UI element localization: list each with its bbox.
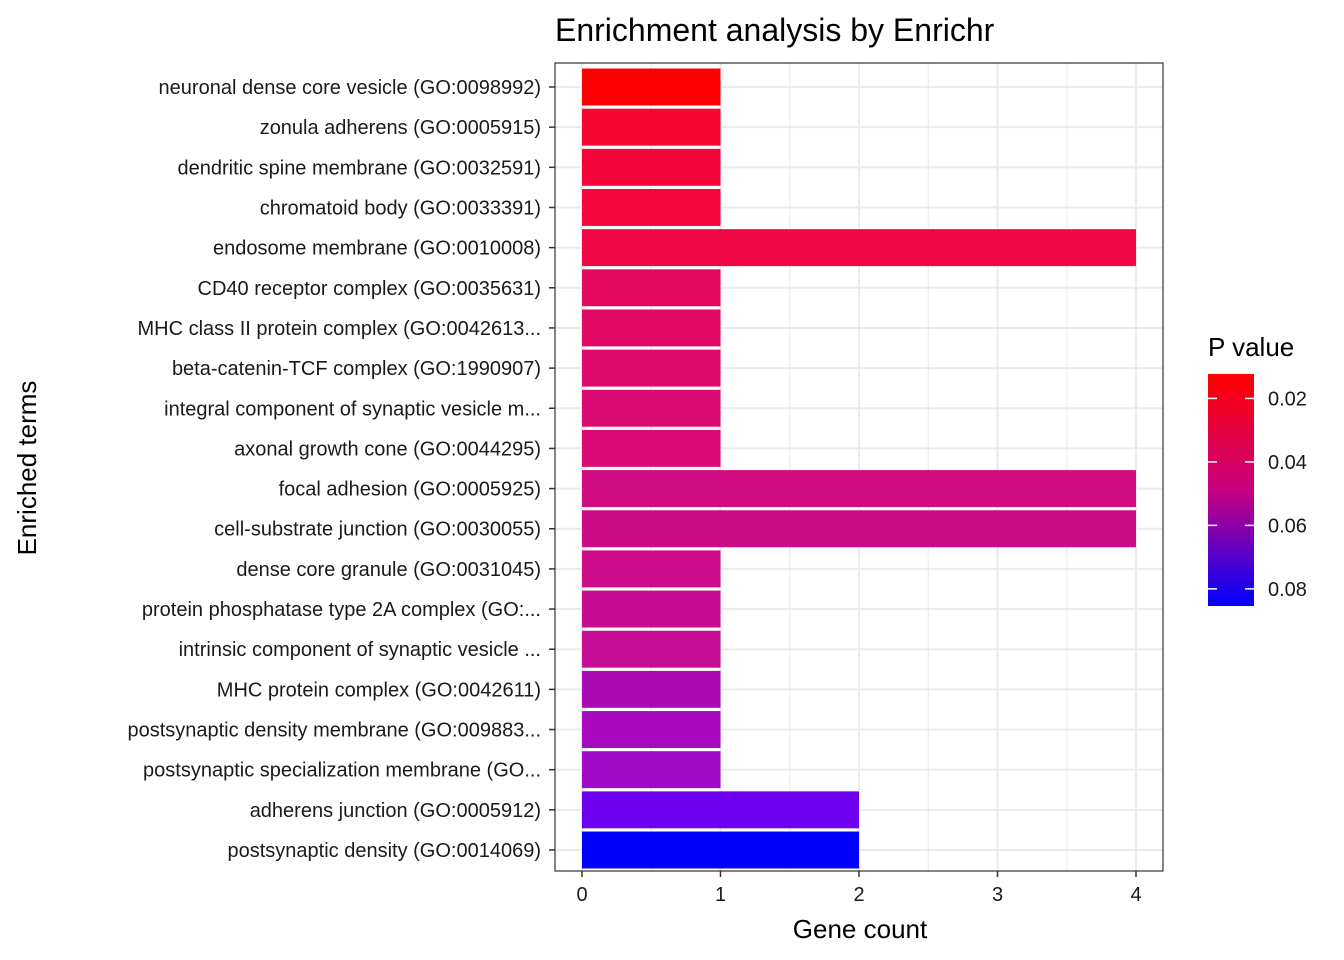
y-tick-label: postsynaptic density membrane (GO:009883… xyxy=(127,720,541,742)
legend-ticks: 0.02 0.04 0.06 0.08 xyxy=(1208,388,1307,601)
legend-tick-label: 0.06 xyxy=(1268,515,1307,537)
bar xyxy=(582,148,721,186)
p-value-legend: P value 0.02 0.04 0.06 0.08 xyxy=(1208,332,1307,606)
bars-group xyxy=(554,62,1164,872)
x-axis-title: Gene count xyxy=(793,914,928,944)
bar xyxy=(582,68,721,106)
y-tick-label: focal adhesion (GO:0005925) xyxy=(279,479,541,501)
legend-colorbar xyxy=(1208,374,1254,606)
y-tick-label: neuronal dense core vesicle (GO:0098992) xyxy=(159,77,541,99)
bar xyxy=(582,590,721,628)
bar xyxy=(582,550,721,588)
legend-tick-label: 0.04 xyxy=(1268,452,1307,474)
y-tick-label: postsynaptic specialization membrane (GO… xyxy=(143,760,541,782)
y-tick-labels: neuronal dense core vesicle (GO:0098992)… xyxy=(127,77,555,862)
y-tick-label: MHC class II protein complex (GO:0042613… xyxy=(138,318,542,340)
x-tick-label: 1 xyxy=(715,884,726,906)
y-tick-label: chromatoid body (GO:0033391) xyxy=(260,197,541,219)
legend-tick-label: 0.08 xyxy=(1268,579,1307,601)
bar xyxy=(582,670,721,708)
legend-title: P value xyxy=(1208,332,1294,362)
y-tick-label: dendritic spine membrane (GO:0032591) xyxy=(177,157,541,179)
x-tick-label: 0 xyxy=(576,884,587,906)
bar xyxy=(582,831,859,869)
bar xyxy=(582,269,721,307)
x-tick-labels: 0 1 2 3 4 xyxy=(576,871,1142,906)
bar xyxy=(582,470,1136,508)
y-tick-label: zonula adherens (GO:0005915) xyxy=(260,117,541,139)
x-tick-label: 2 xyxy=(853,884,864,906)
bar xyxy=(582,791,859,829)
y-tick-label: beta-catenin-TCF complex (GO:1990907) xyxy=(172,358,541,380)
bar xyxy=(582,429,721,467)
y-axis-title: Enriched terms xyxy=(12,381,42,556)
x-tick-label: 4 xyxy=(1130,884,1141,906)
bar xyxy=(582,711,721,748)
bar xyxy=(582,630,721,668)
y-tick-label: dense core granule (GO:0031045) xyxy=(236,559,541,581)
y-tick-label: cell-substrate junction (GO:0030055) xyxy=(214,519,541,541)
y-tick-label: intrinsic component of synaptic vesicle … xyxy=(179,639,541,661)
bar xyxy=(582,229,1136,267)
bar xyxy=(582,108,721,146)
bar xyxy=(582,389,721,427)
bar xyxy=(582,510,1136,548)
chart-title: Enrichment analysis by Enrichr xyxy=(555,12,995,48)
y-tick-label: adherens junction (GO:0005912) xyxy=(250,800,541,822)
bar xyxy=(582,309,721,347)
y-tick-label: protein phosphatase type 2A complex (GO:… xyxy=(142,599,541,621)
bar xyxy=(582,349,721,387)
y-tick-label: postsynaptic density (GO:0014069) xyxy=(227,840,541,862)
y-tick-label: CD40 receptor complex (GO:0035631) xyxy=(198,278,542,300)
bar xyxy=(582,189,721,226)
y-tick-label: axonal growth cone (GO:0044295) xyxy=(234,438,541,460)
bar xyxy=(582,751,721,789)
y-tick-label: MHC protein complex (GO:0042611) xyxy=(217,679,541,701)
y-tick-label: integral component of synaptic vesicle m… xyxy=(164,398,541,420)
y-tick-label: endosome membrane (GO:0010008) xyxy=(213,238,541,260)
x-tick-label: 3 xyxy=(992,884,1003,906)
legend-tick-label: 0.02 xyxy=(1268,388,1307,410)
